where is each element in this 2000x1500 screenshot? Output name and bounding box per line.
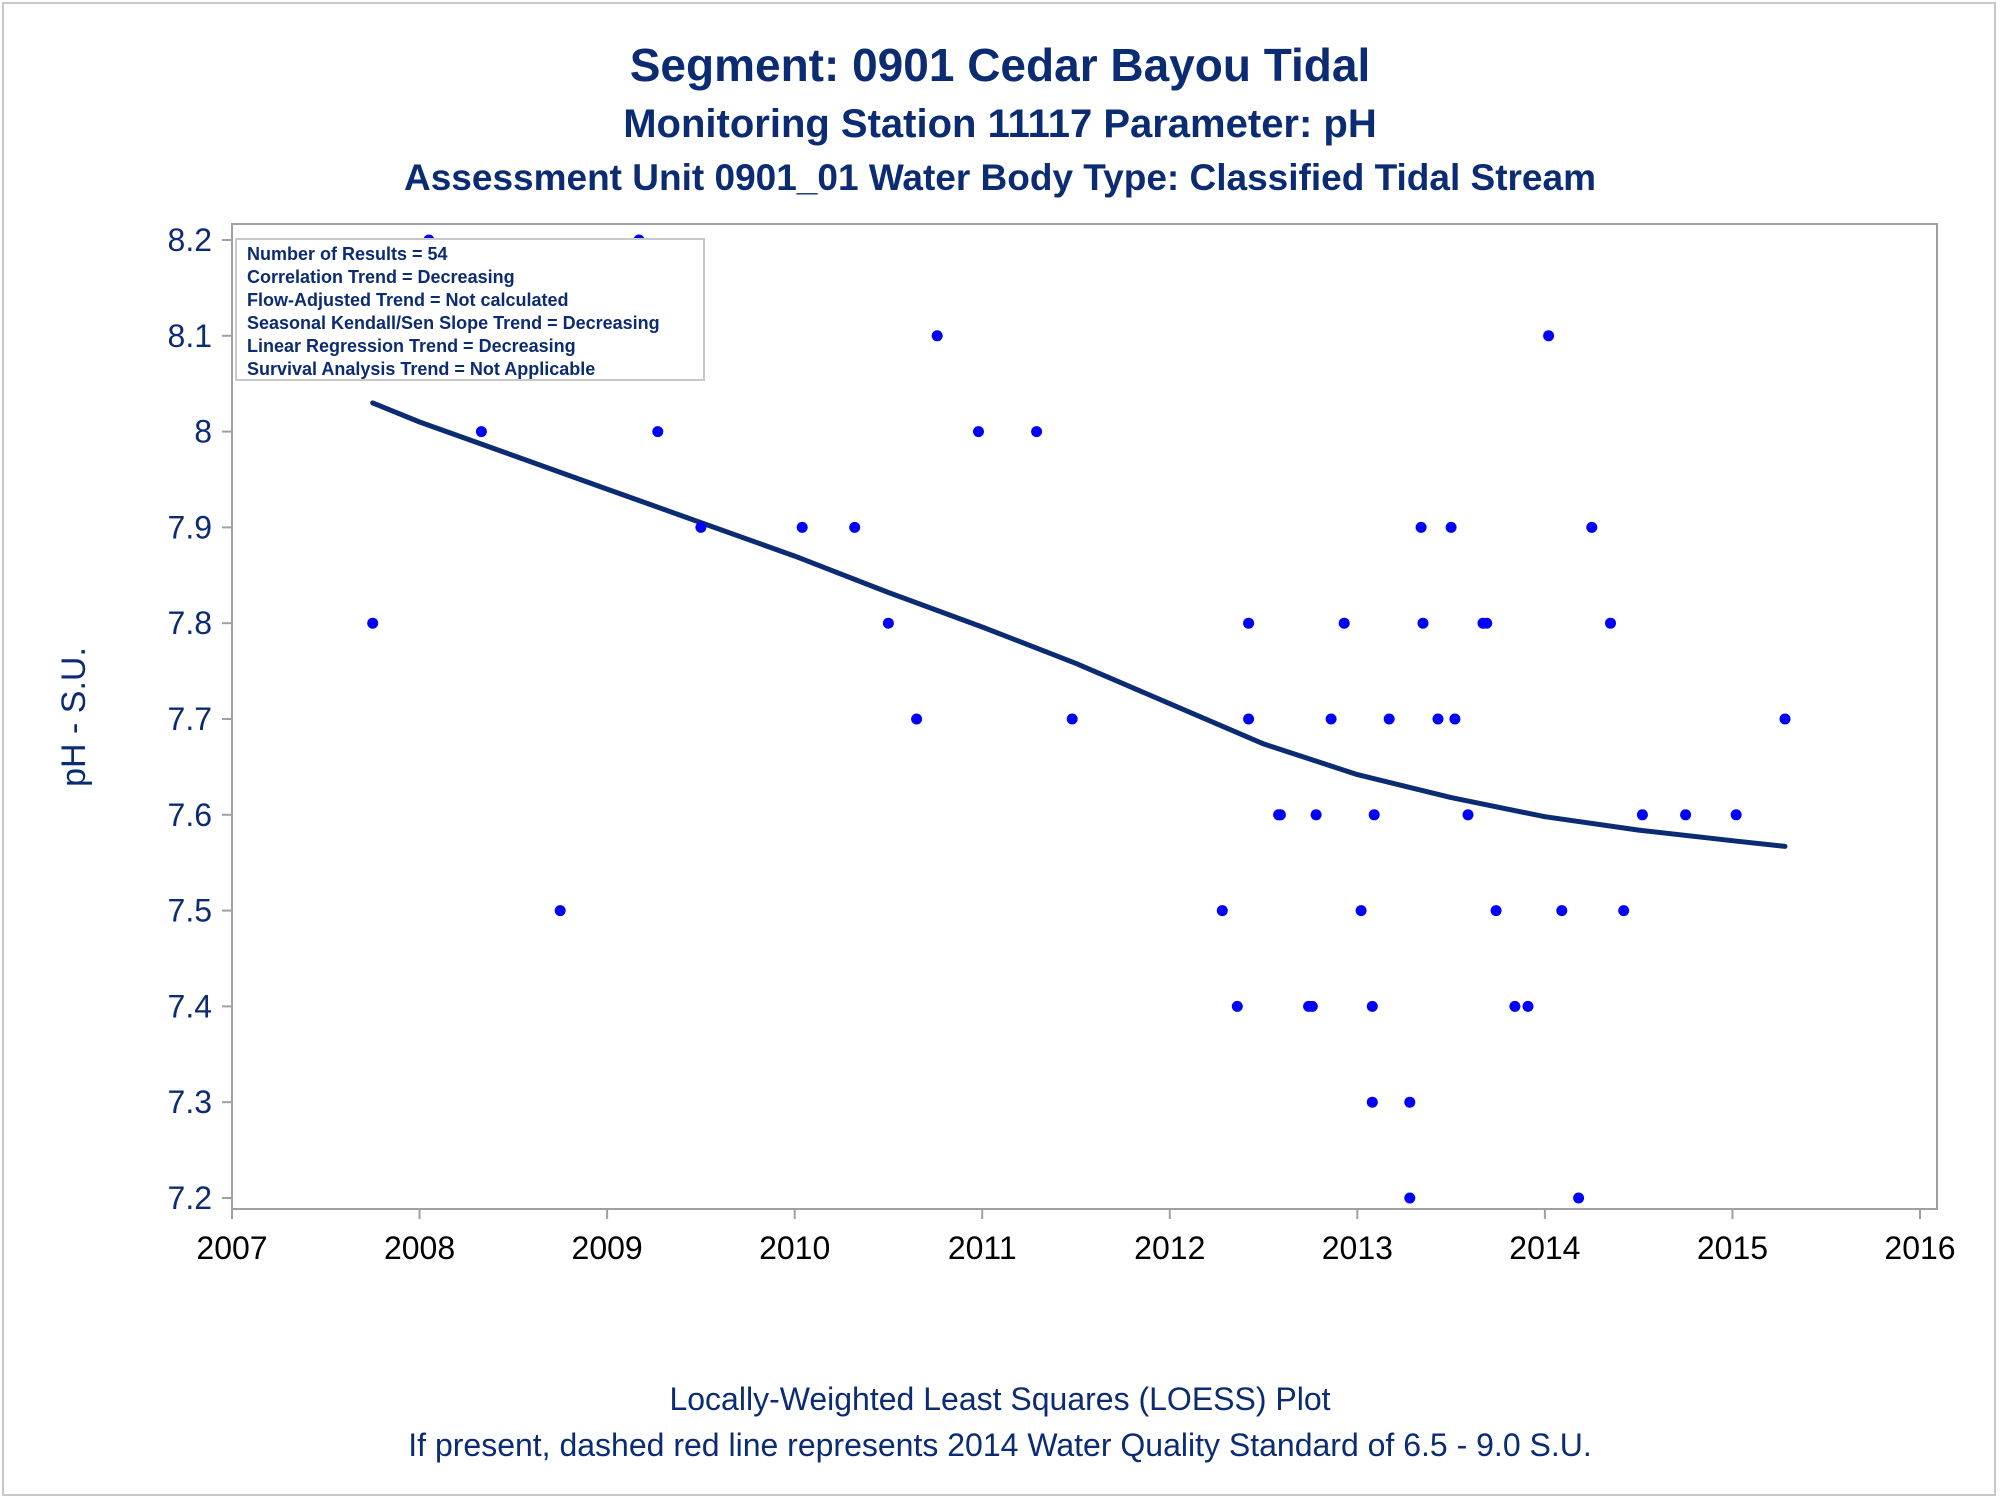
data-point	[1543, 330, 1555, 342]
data-point	[1366, 1000, 1378, 1012]
stats-box: Number of Results = 54 Correlation Trend…	[235, 238, 705, 381]
y-tick-label: 7.3	[168, 1084, 212, 1120]
x-tick-label: 2011	[948, 1230, 1017, 1266]
data-point	[1522, 1000, 1534, 1012]
y-tick-label: 7.7	[168, 701, 212, 737]
data-point	[1509, 1000, 1521, 1012]
x-tick-label: 2012	[1134, 1230, 1205, 1266]
data-point	[1404, 1192, 1416, 1204]
stat-seasonal-kendall-trend: Seasonal Kendall/Sen Slope Trend = Decre…	[247, 313, 660, 333]
data-point	[1031, 426, 1043, 438]
data-point	[1243, 713, 1255, 725]
data-point	[1306, 1000, 1318, 1012]
data-point	[973, 426, 984, 438]
x-axis: 2007 2008 2009 2010 2011 2012 2013 2014 2015 2016	[196, 1209, 1956, 1266]
data-point	[882, 617, 894, 629]
data-point	[1481, 617, 1493, 629]
data-point	[1243, 617, 1255, 629]
data-point	[1449, 713, 1461, 725]
chart-subtitle-assessment: Assessment Unit 0901_01 Water Body Type:…	[404, 157, 1596, 198]
x-tick-label: 2013	[1322, 1230, 1393, 1266]
data-point	[475, 426, 487, 438]
data-point	[1556, 905, 1568, 917]
x-tick-label: 2016	[1884, 1230, 1955, 1266]
chart-title: Segment: 0901 Cedar Bayou Tidal	[629, 39, 1371, 91]
data-point	[796, 521, 808, 533]
chart-subtitle-station: Monitoring Station 11117 Parameter: pH	[623, 102, 1377, 146]
y-tick-label: 7.5	[168, 893, 212, 929]
data-point	[1415, 521, 1427, 533]
data-point	[1231, 1000, 1243, 1012]
data-point	[1310, 809, 1322, 821]
data-point	[1573, 1192, 1585, 1204]
data-point	[1730, 809, 1742, 821]
data-point	[1366, 1096, 1378, 1108]
data-point	[1680, 809, 1692, 821]
loess-trend-line-group	[370, 400, 1788, 849]
y-tick-label: 8.1	[168, 318, 212, 354]
data-point	[1216, 905, 1228, 917]
stat-correlation-trend: Correlation Trend = Decreasing	[247, 267, 515, 287]
x-tick-label: 2014	[1509, 1230, 1580, 1266]
y-tick-label: 8.2	[168, 222, 212, 258]
data-point	[1462, 809, 1474, 821]
data-point	[1404, 1096, 1416, 1108]
y-axis-label: pH - S.U.	[55, 647, 93, 787]
data-point	[1636, 809, 1648, 821]
plot-area-border	[231, 223, 1938, 1210]
data-point	[1779, 713, 1791, 725]
data-point	[1605, 617, 1616, 629]
data-point	[1066, 713, 1078, 725]
data-point	[1338, 617, 1350, 629]
data-point	[1586, 521, 1598, 533]
stat-linear-regression-trend: Linear Regression Trend = Decreasing	[247, 336, 576, 356]
data-point	[1274, 809, 1286, 821]
loess-trend-line	[370, 400, 1788, 849]
y-tick-label: 7.9	[168, 509, 212, 545]
data-point	[652, 426, 664, 438]
x-tick-label: 2007	[196, 1230, 267, 1266]
data-point	[367, 617, 379, 629]
data-point	[1432, 713, 1444, 725]
data-point	[849, 521, 861, 533]
data-points	[367, 234, 1791, 1204]
y-tick-label: 8	[194, 414, 212, 450]
footnote-standard: If present, dashed red line represents 2…	[408, 1427, 1592, 1463]
data-point	[931, 330, 943, 342]
x-tick-label: 2008	[384, 1230, 455, 1266]
data-point	[1490, 905, 1502, 917]
stats-box-border	[235, 238, 705, 381]
x-tick-label: 2015	[1697, 1230, 1768, 1266]
data-point	[554, 905, 566, 917]
y-axis: 7.2 7.3 7.4 7.5 7.6 7.7 7.8 7.9 8 8.1 8.2	[168, 222, 232, 1216]
x-tick-label: 2009	[572, 1230, 643, 1266]
data-point	[911, 713, 923, 725]
data-point	[1445, 521, 1457, 533]
y-tick-label: 7.8	[168, 605, 212, 641]
y-tick-label: 7.2	[168, 1180, 212, 1216]
data-point	[1325, 713, 1337, 725]
data-point	[695, 521, 707, 533]
y-tick-label: 7.6	[168, 797, 212, 833]
stat-flow-adjusted-trend: Flow-Adjusted Trend = Not calculated	[247, 290, 569, 310]
x-tick-label: 2010	[759, 1230, 830, 1266]
data-point	[1355, 905, 1367, 917]
stat-survival-analysis-trend: Survival Analysis Trend = Not Applicable	[247, 359, 595, 379]
data-point	[1368, 809, 1380, 821]
data-point	[1417, 617, 1429, 629]
footnote-loess: Locally-Weighted Least Squares (LOESS) P…	[669, 1381, 1331, 1417]
data-point	[1618, 905, 1630, 917]
y-tick-label: 7.4	[168, 988, 212, 1024]
stat-number-of-results: Number of Results = 54	[247, 244, 448, 264]
data-point	[1383, 713, 1395, 725]
